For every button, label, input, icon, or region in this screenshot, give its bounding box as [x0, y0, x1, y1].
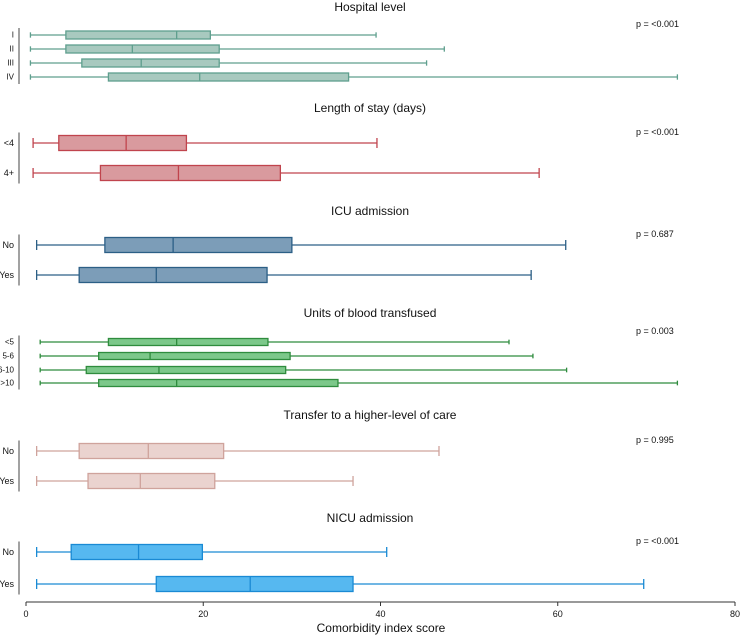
box [65, 30, 211, 40]
group-label: III [7, 59, 14, 68]
group-label: II [10, 45, 14, 54]
panel-3: Units of blood transfused p = 0.003 <5 5-6 6… [0, 306, 679, 390]
x-axis-title: Comorbidity index score [317, 621, 446, 635]
panel-4: Transfer to a higher-level of care p = 0.… [0, 408, 674, 492]
group-label: No [2, 446, 14, 456]
group-label: I [12, 31, 14, 40]
box [65, 44, 220, 54]
group-label: Yes [0, 270, 14, 280]
box [107, 337, 269, 347]
x-tick-label: 40 [375, 609, 385, 619]
box [58, 134, 188, 152]
p-value-label: p = <0.001 [636, 536, 679, 546]
panel-title: Transfer to a higher-level of care [284, 408, 457, 422]
p-value-label: p = 0.995 [636, 435, 674, 445]
group-label: No [2, 547, 14, 557]
group-label: 6-10 [0, 366, 15, 375]
box [70, 543, 204, 561]
panel-title: Length of stay (days) [314, 101, 426, 115]
group-label: 4+ [4, 168, 14, 178]
box [98, 378, 339, 388]
p-value-label: p = <0.001 [636, 19, 679, 29]
box [81, 58, 220, 68]
panel-2: ICU admission p = 0.687 No Yes [0, 204, 674, 286]
group-label: No [2, 240, 14, 250]
box [78, 442, 225, 460]
group-label: IV [6, 73, 14, 82]
panel-title: ICU admission [331, 204, 409, 218]
panel-title: Hospital level [334, 0, 405, 14]
x-axis: 0 20 40 60 80 Comorbidity index score [23, 601, 740, 635]
x-tick-label: 80 [730, 609, 740, 619]
panel-1: Length of stay (days) p = <0.001 <4 4+ [4, 101, 679, 184]
group-label: Yes [0, 579, 14, 589]
p-value-label: p = 0.687 [636, 229, 674, 239]
group-label: <4 [4, 138, 14, 148]
box [98, 351, 291, 361]
group-label: >10 [0, 379, 14, 388]
box [107, 72, 350, 82]
p-value-label: p = 0.003 [636, 326, 674, 336]
x-tick-label: 20 [198, 609, 208, 619]
group-label: Yes [0, 476, 14, 486]
x-tick-label: 0 [23, 609, 28, 619]
panel-title: Units of blood transfused [304, 306, 437, 320]
p-value-label: p = <0.001 [636, 127, 679, 137]
box [104, 236, 293, 254]
panel-title: NICU admission [327, 511, 414, 525]
box [78, 266, 268, 284]
x-tick-label: 60 [553, 609, 563, 619]
box [85, 365, 287, 375]
box [87, 472, 216, 490]
group-label: <5 [5, 338, 15, 347]
panel-5: NICU admission p = <0.001 No Yes [0, 511, 679, 595]
box [155, 575, 354, 593]
box [99, 164, 282, 182]
group-label: 5-6 [2, 352, 14, 361]
